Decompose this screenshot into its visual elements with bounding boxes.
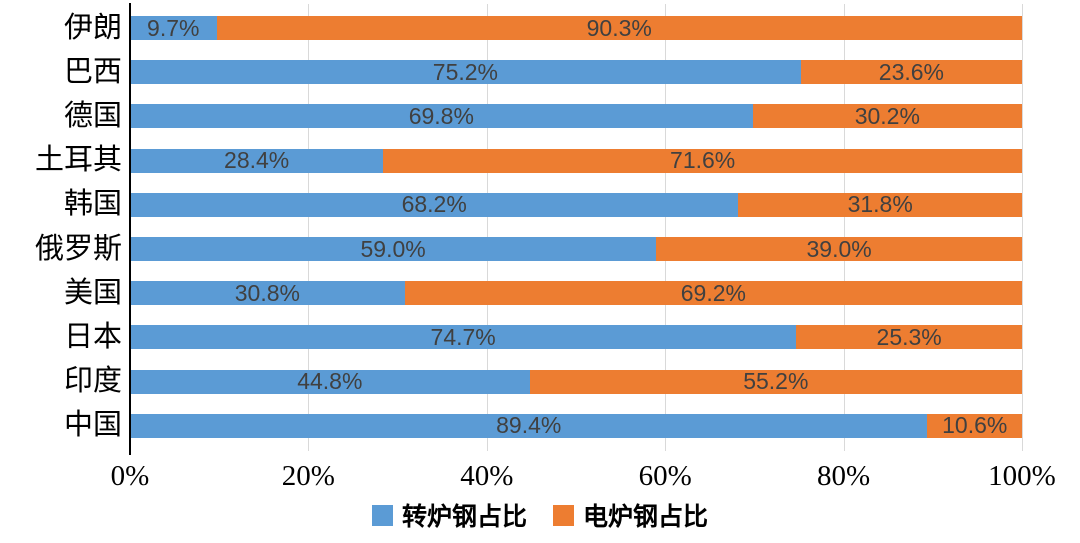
x-axis: 0% 20% 40% 60% 80% 100% xyxy=(111,456,1056,494)
bar-row: 俄罗斯 59.0% 39.0% xyxy=(0,227,1080,271)
bar-value-label-converter: 69.8% xyxy=(408,102,474,129)
bar-segment-converter[interactable]: 74.7% xyxy=(130,323,797,350)
category-label: 中国 xyxy=(63,409,122,442)
legend-swatch-converter-icon xyxy=(371,504,393,526)
bar-segment-converter[interactable]: 75.2% xyxy=(130,58,801,85)
bar-segment-electric[interactable]: 71.6% xyxy=(383,147,1022,174)
bar-segment-electric[interactable]: 25.3% xyxy=(796,323,1022,350)
bar-segment-converter[interactable]: 89.4% xyxy=(130,412,928,439)
bar-row: 德国 69.8% 30.2% xyxy=(0,94,1080,138)
bar-track: 89.4% 10.6% xyxy=(130,412,1022,439)
legend-item-electric[interactable]: 电炉钢占比 xyxy=(553,497,708,533)
bar-segment-electric[interactable]: 69.2% xyxy=(404,279,1022,306)
bar-value-label-electric: 69.2% xyxy=(680,279,746,306)
bar-segment-electric[interactable]: 55.2% xyxy=(529,368,1022,395)
bar-row: 美国 30.8% 69.2% xyxy=(0,271,1080,315)
bar-value-label-converter: 44.8% xyxy=(297,368,363,395)
bar-value-label-electric: 55.2% xyxy=(743,368,809,395)
bar-segment-converter[interactable]: 68.2% xyxy=(130,191,739,218)
bar-row: 韩国 68.2% 31.8% xyxy=(0,183,1080,227)
category-label: 俄罗斯 xyxy=(34,232,122,265)
bar-row: 伊朗 9.7% 90.3% xyxy=(0,6,1080,50)
category-label: 德国 xyxy=(63,99,122,132)
gridline-layer xyxy=(130,4,1023,451)
bar-track: 74.7% 25.3% xyxy=(130,323,1022,350)
bar-value-label-electric: 30.2% xyxy=(854,102,920,129)
category-label: 日本 xyxy=(63,320,122,353)
legend-item-converter[interactable]: 转炉钢占比 xyxy=(371,497,527,533)
category-label: 伊朗 xyxy=(63,11,122,44)
bar-value-label-electric: 25.3% xyxy=(876,323,942,350)
bar-segment-electric[interactable]: 39.0% xyxy=(656,235,1022,262)
x-tick-label: 100% xyxy=(988,460,1056,492)
bar-track: 44.8% 55.2% xyxy=(130,368,1022,395)
bar-value-label-converter: 30.8% xyxy=(234,279,300,306)
x-tick-label: 0% xyxy=(110,460,150,492)
bar-rows: 伊朗 9.7% 90.3% 巴西 75.2% 23.6% 德国 69.8% xyxy=(0,6,1080,448)
legend-label-electric: 电炉钢占比 xyxy=(583,503,709,531)
category-label: 韩国 xyxy=(63,188,122,221)
gridline xyxy=(843,4,845,451)
gridline xyxy=(486,4,488,451)
bar-track: 75.2% 23.6% xyxy=(130,58,1022,85)
legend-swatch-electric-icon xyxy=(553,504,574,526)
bar-track: 59.0% 39.0% xyxy=(130,235,1022,262)
bar-value-label-converter: 28.4% xyxy=(224,147,290,174)
x-tick-label: 20% xyxy=(281,460,335,492)
gridline xyxy=(1022,4,1023,451)
x-tick-label: 60% xyxy=(638,460,692,492)
bar-segment-electric[interactable]: 30.2% xyxy=(752,102,1022,129)
bar-track: 28.4% 71.6% xyxy=(130,147,1022,174)
bar-segment-converter[interactable]: 59.0% xyxy=(130,235,657,262)
bar-segment-converter[interactable]: 69.8% xyxy=(130,102,753,129)
bar-value-label-converter: 9.7% xyxy=(147,14,200,41)
bar-track: 68.2% 31.8% xyxy=(130,191,1022,218)
bar-segment-electric[interactable]: 23.6% xyxy=(800,58,1022,85)
bar-value-label-converter: 59.0% xyxy=(360,235,426,262)
bar-row: 土耳其 28.4% 71.6% xyxy=(0,139,1080,183)
bar-track: 69.8% 30.2% xyxy=(130,102,1022,129)
gridline xyxy=(308,4,310,451)
category-label: 土耳其 xyxy=(34,144,122,177)
bar-segment-converter[interactable]: 44.8% xyxy=(130,368,530,395)
bar-segment-electric[interactable]: 31.8% xyxy=(738,191,1022,218)
bar-segment-electric[interactable]: 10.6% xyxy=(927,412,1022,439)
legend-label-converter: 转炉钢占比 xyxy=(401,503,527,531)
bar-value-label-electric: 10.6% xyxy=(942,412,1008,439)
bar-value-label-converter: 68.2% xyxy=(401,191,467,218)
category-label: 美国 xyxy=(63,276,122,309)
bar-row: 日本 74.7% 25.3% xyxy=(0,315,1080,359)
bar-value-label-electric: 23.6% xyxy=(878,58,944,85)
bar-value-label-converter: 89.4% xyxy=(496,412,562,439)
bar-value-label-electric: 90.3% xyxy=(586,14,652,41)
bar-row: 印度 44.8% 55.2% xyxy=(0,360,1080,404)
bar-value-label-electric: 39.0% xyxy=(806,235,872,262)
y-axis-line xyxy=(129,3,131,455)
category-label: 印度 xyxy=(63,365,122,398)
x-tick-label: 40% xyxy=(460,460,514,492)
chart-legend: 转炉钢占比 电炉钢占比 xyxy=(0,497,1080,533)
bar-value-label-electric: 71.6% xyxy=(670,147,736,174)
bar-row: 中国 89.4% 10.6% xyxy=(0,404,1080,448)
category-label: 巴西 xyxy=(63,55,122,88)
gridline xyxy=(665,4,667,451)
bar-segment-converter[interactable]: 28.4% xyxy=(130,147,384,174)
bar-value-label-converter: 74.7% xyxy=(430,323,496,350)
x-tick-label: 80% xyxy=(817,460,871,492)
bar-segment-electric[interactable]: 90.3% xyxy=(216,14,1022,41)
bar-segment-converter[interactable]: 9.7% xyxy=(130,14,217,41)
bar-value-label-electric: 31.8% xyxy=(847,191,913,218)
bar-segment-converter[interactable]: 30.8% xyxy=(130,279,405,306)
bar-track: 30.8% 69.2% xyxy=(130,279,1022,306)
bar-value-label-converter: 75.2% xyxy=(432,58,498,85)
bar-row: 巴西 75.2% 23.6% xyxy=(0,50,1080,94)
bar-track: 9.7% 90.3% xyxy=(130,14,1022,41)
